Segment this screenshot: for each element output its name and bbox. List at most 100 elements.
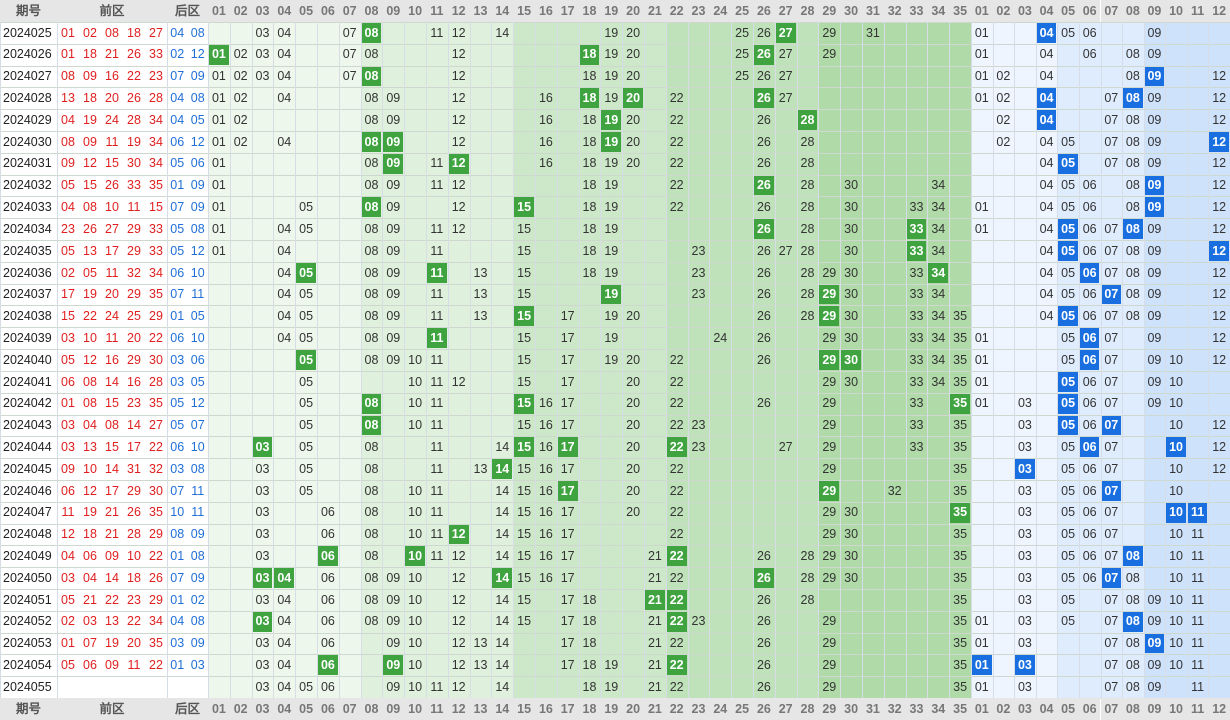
front-hit-cell: 27 <box>775 23 796 43</box>
front-hit-cell: 22 <box>666 611 687 632</box>
front-trend-cell: 04 <box>277 679 292 694</box>
front-trend-cell: 08 <box>364 178 379 193</box>
issue-number[interactable]: 2024036 <box>3 265 52 280</box>
column-divider <box>1100 0 1102 720</box>
back-trend-cell: 07 <box>1104 461 1119 476</box>
back-ball: 11 <box>191 483 205 498</box>
issue-number[interactable]: 2024048 <box>3 527 52 542</box>
front-trend-cell: 29 <box>822 527 837 542</box>
issue-number[interactable]: 2024042 <box>3 396 52 411</box>
issue-number[interactable]: 2024041 <box>3 374 52 389</box>
issue-number[interactable]: 2024044 <box>3 439 52 454</box>
issue-number[interactable]: 2024043 <box>3 418 52 433</box>
back-trend-cell: 09 <box>1147 352 1162 367</box>
issue-number[interactable]: 2024050 <box>3 570 52 585</box>
front-trend-cell: 20 <box>626 156 641 171</box>
front-trend-cell: 09 <box>386 112 401 127</box>
issue-number[interactable]: 2024047 <box>3 505 52 520</box>
issue-number[interactable]: 2024051 <box>3 592 52 607</box>
front-trend-cell: 11 <box>430 439 444 454</box>
issue-number[interactable]: 2024038 <box>3 309 52 324</box>
back-trend-cell: 06 <box>1082 25 1097 40</box>
front-trend-cell: 29 <box>822 25 837 40</box>
back-trend-cell: 05 <box>1061 287 1076 302</box>
issue-number[interactable]: 2024031 <box>3 156 52 171</box>
front-trend-cell: 06 <box>320 592 335 607</box>
front-trend-cell: 18 <box>582 592 597 607</box>
header-front-number: 20 <box>622 698 644 720</box>
column-divider <box>927 0 929 720</box>
front-ball: 19 <box>83 505 97 520</box>
front-trend-cell: 29 <box>822 658 837 673</box>
front-ball: 27 <box>149 418 163 433</box>
front-trend-cell: 17 <box>560 396 575 411</box>
front-hit-cell: 08 <box>361 393 382 414</box>
issue-number[interactable]: 2024026 <box>3 47 52 62</box>
front-trend-cell: 14 <box>495 592 510 607</box>
issue-number[interactable]: 2024025 <box>3 25 52 40</box>
issue-number[interactable]: 2024045 <box>3 461 52 476</box>
front-trend-cell: 15 <box>517 330 532 345</box>
issue-number[interactable]: 2024040 <box>3 352 52 367</box>
back-hit-cell: 08 <box>1123 88 1143 109</box>
issue-number[interactable]: 2024052 <box>3 614 52 629</box>
back-hit-cell: 08 <box>1123 219 1143 240</box>
front-ball: 09 <box>105 548 119 563</box>
issue-number[interactable]: 2024055 <box>3 679 52 694</box>
issue-number[interactable]: 2024039 <box>3 330 52 345</box>
front-trend-cell: 22 <box>669 636 684 651</box>
front-trend-cell: 18 <box>582 69 597 84</box>
front-hit-cell: 08 <box>361 66 382 87</box>
issue-number[interactable]: 2024049 <box>3 548 52 563</box>
front-trend-cell: 33 <box>909 265 924 280</box>
front-ball: 05 <box>83 265 97 280</box>
front-trend-cell: 35 <box>953 636 968 651</box>
back-ball: 07 <box>170 483 185 498</box>
issue-number[interactable]: 2024034 <box>3 221 52 236</box>
front-trend-cell: 03 <box>255 505 270 520</box>
issue-number[interactable]: 2024037 <box>3 287 52 302</box>
row-divider <box>0 240 1230 242</box>
front-ball: 14 <box>105 570 119 585</box>
back-ball: 08 <box>190 25 205 40</box>
front-hit-cell: 35 <box>950 393 970 414</box>
back-ball: 12 <box>190 396 205 411</box>
issue-number[interactable]: 2024053 <box>3 636 52 651</box>
issue-number[interactable]: 2024046 <box>3 483 52 498</box>
front-trend-cell: 05 <box>299 374 314 389</box>
front-trend-cell: 18 <box>582 221 597 236</box>
header-front-number: 33 <box>905 698 928 720</box>
front-trend-cell: 15 <box>517 505 532 520</box>
issue-number[interactable]: 2024027 <box>3 69 52 84</box>
front-trend-cell: 30 <box>844 178 859 193</box>
issue-number[interactable]: 2024029 <box>3 112 52 127</box>
issue-number[interactable]: 2024030 <box>3 134 52 149</box>
front-ball: 32 <box>149 461 163 476</box>
header-front-number: 07 <box>338 698 361 720</box>
back-trend-cell: 01 <box>974 330 989 345</box>
front-trend-cell: 26 <box>756 25 771 40</box>
front-trend-cell: 24 <box>713 330 728 345</box>
front-trend-cell: 04 <box>277 614 292 629</box>
issue-number[interactable]: 2024032 <box>3 178 52 193</box>
issue-number[interactable]: 2024028 <box>3 91 52 106</box>
front-ball: 10 <box>127 548 141 563</box>
issue-number[interactable]: 2024035 <box>3 243 52 258</box>
front-trend-cell: 35 <box>953 461 968 476</box>
front-trend-cell: 11 <box>430 221 444 236</box>
front-trend-cell: 22 <box>669 134 684 149</box>
back-trend-cell: 07 <box>1104 309 1119 324</box>
issue-number[interactable]: 2024033 <box>3 200 52 215</box>
row-divider <box>0 567 1230 569</box>
back-trend-cell: 01 <box>974 636 989 651</box>
back-trend-cell: 07 <box>1104 265 1119 280</box>
back-trend-cell: 09 <box>1147 309 1162 324</box>
front-trend-cell: 08 <box>364 439 379 454</box>
column-divider <box>167 0 168 720</box>
front-ball: 11 <box>127 200 141 215</box>
front-trend-cell: 04 <box>277 636 292 651</box>
column-divider <box>687 0 689 720</box>
front-trend-cell: 09 <box>386 91 401 106</box>
issue-number[interactable]: 2024054 <box>3 658 52 673</box>
front-ball: 04 <box>83 570 97 585</box>
